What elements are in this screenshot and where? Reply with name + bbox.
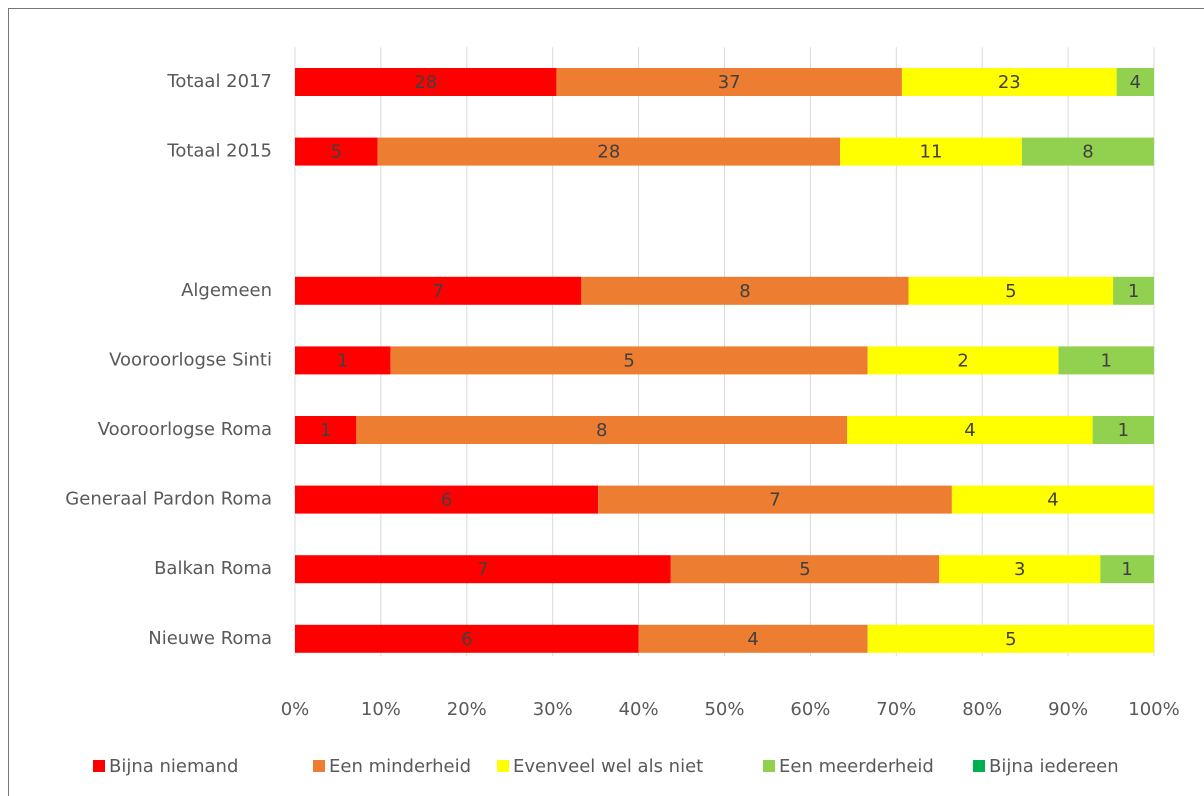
bar-segment xyxy=(670,555,940,584)
data-label: 3 xyxy=(1014,559,1025,580)
bar-segment xyxy=(840,137,1022,166)
data-label: 5 xyxy=(799,559,810,580)
data-label: 11 xyxy=(920,142,943,163)
data-label: 8 xyxy=(739,281,750,302)
legend-label: Een minderheid xyxy=(329,756,471,777)
y-tick-label: Vooroorlogse Sinti xyxy=(109,349,272,370)
data-label: 23 xyxy=(998,72,1021,93)
data-label: 1 xyxy=(320,420,331,441)
x-tick-label: 20% xyxy=(447,699,487,720)
data-label: 1 xyxy=(337,350,348,371)
bar-segment xyxy=(377,137,841,166)
data-label: 8 xyxy=(596,420,607,441)
data-label: 2 xyxy=(957,350,968,371)
bar-segment xyxy=(908,276,1114,305)
bar-segment xyxy=(598,485,952,514)
bar-segment xyxy=(556,68,902,96)
data-label: 28 xyxy=(414,72,437,93)
y-tick-label: Totaal 2017 xyxy=(166,71,272,92)
bar-segment xyxy=(638,624,868,653)
bar-segment xyxy=(1113,276,1154,305)
bar-segment xyxy=(901,68,1117,96)
y-tick-label: Generaal Pardon Roma xyxy=(65,489,272,510)
bar-segment xyxy=(581,276,909,305)
bar-segment xyxy=(295,485,599,514)
x-tick-label: 0% xyxy=(281,699,310,720)
data-label: 7 xyxy=(432,281,443,302)
legend-swatch xyxy=(973,760,985,772)
legend-swatch xyxy=(763,760,775,772)
y-tick-label: Balkan Roma xyxy=(154,558,272,579)
bar-segment xyxy=(867,624,1154,653)
legend-label: Bijna iedereen xyxy=(989,756,1119,777)
bar-segment xyxy=(390,346,868,375)
data-label: 4 xyxy=(964,420,975,441)
bar-segment xyxy=(295,346,391,375)
y-tick-label: Totaal 2015 xyxy=(166,141,272,162)
bar-segment xyxy=(1116,68,1154,96)
data-label: 4 xyxy=(1047,490,1058,511)
x-tick-label: 40% xyxy=(619,699,659,720)
data-label: 37 xyxy=(718,72,741,93)
data-label: 5 xyxy=(623,350,634,371)
data-label: 5 xyxy=(1005,629,1016,650)
x-tick-label: 90% xyxy=(1048,699,1088,720)
bar-segment xyxy=(1100,555,1154,584)
bar-segment xyxy=(1058,346,1154,375)
bar-segment xyxy=(295,68,557,96)
bar-segment xyxy=(356,416,848,444)
x-tick-label: 70% xyxy=(876,699,916,720)
bar-segment xyxy=(847,416,1093,444)
legend-label: Bijna niemand xyxy=(109,756,238,777)
data-label: 5 xyxy=(331,142,342,163)
data-label: 1 xyxy=(1128,281,1139,302)
bar-segment xyxy=(1021,137,1154,166)
data-label: 7 xyxy=(477,559,488,580)
legend-swatch xyxy=(497,760,509,772)
bar-segment xyxy=(295,416,357,444)
bar-segment xyxy=(867,346,1059,375)
x-tick-label: 100% xyxy=(1128,699,1179,720)
x-tick-label: 60% xyxy=(790,699,830,720)
chart-border xyxy=(8,8,1204,796)
data-label: 1 xyxy=(1118,420,1129,441)
data-label: 5 xyxy=(1005,281,1016,302)
x-tick-label: 50% xyxy=(704,699,744,720)
data-label: 1 xyxy=(1121,559,1132,580)
y-tick-label: Algemeen xyxy=(181,280,272,301)
x-tick-label: 30% xyxy=(533,699,573,720)
y-tick-label: Nieuwe Roma xyxy=(148,628,272,649)
data-label: 4 xyxy=(1130,72,1141,93)
bar-segment xyxy=(951,485,1154,514)
bar-segment xyxy=(939,555,1101,584)
data-label: 7 xyxy=(769,490,780,511)
data-label: 6 xyxy=(461,629,472,650)
legend-swatch xyxy=(93,760,105,772)
data-label: 28 xyxy=(597,142,620,163)
data-label: 4 xyxy=(747,629,758,650)
y-tick-label: Vooroorlogse Roma xyxy=(98,419,272,440)
x-tick-label: 80% xyxy=(962,699,1002,720)
bar-segment xyxy=(295,624,639,653)
bar-segment xyxy=(295,276,582,305)
x-tick-label: 10% xyxy=(361,699,401,720)
data-label: 1 xyxy=(1101,350,1112,371)
bar-segment xyxy=(295,137,378,166)
legend-label: Een meerderheid xyxy=(779,756,934,777)
data-label: 8 xyxy=(1082,142,1093,163)
bar-segment xyxy=(1092,416,1154,444)
data-label: 6 xyxy=(441,490,452,511)
legend-label: Evenveel wel als niet xyxy=(513,756,703,777)
legend-swatch xyxy=(313,760,325,772)
bar-segment xyxy=(295,555,671,584)
